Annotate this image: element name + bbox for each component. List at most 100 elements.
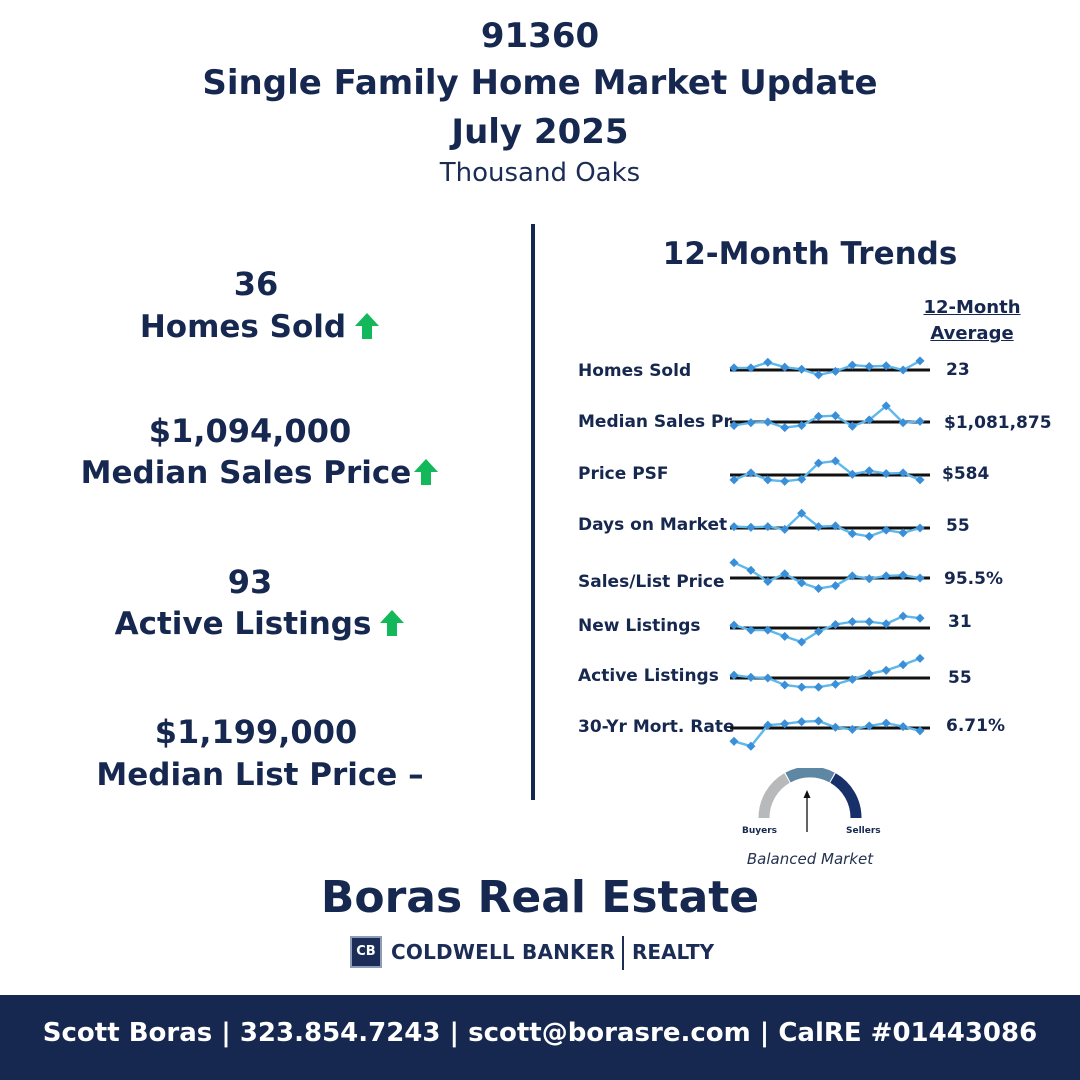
sparkline-point (847, 529, 857, 539)
sparkline-point (830, 679, 840, 689)
sparkline-point (864, 531, 874, 541)
sparkline-point (915, 573, 925, 583)
sparkline-point (915, 653, 925, 663)
sparkline-line (733, 657, 921, 689)
sparkline-point (864, 574, 874, 584)
sparkline-point (898, 722, 908, 732)
trend-label-active-listings: Active Listings (578, 666, 719, 686)
trend-avg-new-listings: 31 (948, 612, 972, 632)
sparkline-point (780, 423, 790, 433)
footer-bar (0, 995, 1080, 1080)
trends-title: 12-Month Trends (662, 236, 958, 272)
sparkline-point (763, 357, 773, 367)
sparkline-point (847, 724, 857, 734)
column-divider (531, 224, 535, 800)
sparkline-point (746, 468, 756, 478)
sparkline-line (733, 561, 921, 590)
sparkline-point (729, 558, 739, 568)
active-listings-label-row: Active Listings (0, 606, 520, 642)
sparkline-line (733, 459, 921, 483)
sparkline-point (780, 362, 790, 372)
sparkline-point (746, 522, 756, 532)
sparkline-point (797, 682, 807, 692)
sparkline-line (733, 404, 921, 429)
sparkline-point (797, 364, 807, 374)
median-sales-price-label: Median Sales Price (80, 455, 412, 491)
coldwell-banker-wordmark: COLDWELL BANKER (391, 940, 616, 964)
sparkline-point (898, 468, 908, 478)
gauge-buyers-label: Buyers (742, 826, 778, 836)
sparkline-point (763, 522, 773, 532)
sparkline-point (898, 660, 908, 670)
sparkline-point (898, 611, 908, 621)
trend-avg-mortgage-rate: 6.71% (946, 716, 1005, 736)
median-list-price-label: Median List Price (96, 757, 398, 793)
sparkline-point (797, 578, 807, 588)
up-arrow-icon (414, 459, 439, 485)
sparkline-point (814, 716, 824, 726)
sparkline-point (847, 360, 857, 370)
gauge-needle-tip (803, 790, 811, 798)
gauge-sellers-arc (830, 773, 862, 819)
median-sales-price-label-row: Median Sales Price (0, 455, 520, 491)
sparkline-point (746, 565, 756, 575)
sparkline-point (881, 718, 891, 728)
logo-separator (622, 936, 624, 970)
homes-sold-label-row: Homes Sold (0, 309, 520, 345)
trend-label-days-on-market: Days on Market (578, 515, 728, 535)
sparkline-line (733, 511, 921, 538)
sparkline-point (780, 569, 790, 579)
trend-avg-sales-list-price: 95.5% (944, 569, 1003, 589)
sparkline-point (881, 469, 891, 479)
gauge-balanced-arc (785, 768, 835, 783)
trend-avg-median-sales-price: $1,081,875 (944, 413, 1052, 433)
up-arrow-icon (380, 610, 405, 636)
sparkline-point (746, 672, 756, 682)
sparkline-point (898, 528, 908, 538)
sparkline-point (780, 631, 790, 641)
trend-avg-price-psf: $584 (942, 464, 990, 484)
average-column-header: 12-Month Average (922, 295, 1022, 347)
trend-label-homes-sold: Homes Sold (578, 361, 692, 381)
brand-name: Boras Real Estate (320, 872, 760, 923)
sparkline-point (814, 411, 824, 421)
sparkline-point (780, 680, 790, 690)
sparkline-point (915, 523, 925, 533)
homes-sold-value: 36 (233, 265, 279, 303)
market-gauge (758, 768, 862, 832)
sparkline-point (915, 416, 925, 426)
sparkline-point (881, 665, 891, 675)
median-list-price-value: $1,199,000 (154, 713, 358, 751)
report-month: July 2025 (451, 112, 629, 152)
sparkline-line (733, 719, 921, 748)
trend-label-mortgage-rate: 30-Yr Mort. Rate (578, 717, 735, 737)
coldwell-banker-logo-icon: CB (350, 936, 382, 968)
sparkline-point (746, 363, 756, 373)
sparkline-point (814, 583, 824, 594)
sparkline-point (780, 524, 790, 534)
sparkline-point (763, 475, 773, 485)
sparkline-point (746, 625, 756, 635)
sparkline-point (763, 673, 773, 683)
zip-code-title: 91360 (480, 16, 600, 56)
sparkline-point (763, 417, 773, 427)
sparkline-point (847, 674, 857, 684)
sparkline-point (864, 617, 874, 627)
sparkline-point (915, 356, 925, 366)
trend-label-new-listings: New Listings (578, 616, 701, 636)
up-arrow-icon (355, 313, 380, 339)
active-listings-label: Active Listings (114, 606, 372, 642)
sparkline-point (746, 418, 756, 428)
sparkline-chart (729, 356, 930, 751)
sparkline-point (797, 717, 807, 727)
sparkline-point (729, 522, 739, 532)
sparkline-point (830, 366, 840, 376)
trend-avg-homes-sold: 23 (946, 360, 970, 380)
trend-label-sales-list-price: Sales/List Price (578, 572, 725, 592)
sparkline-point (898, 365, 908, 375)
sparkline-point (864, 415, 874, 425)
median-list-price-label-row: Median List Price – (0, 757, 520, 793)
sparkline-point (780, 476, 790, 486)
sparkline-line (734, 359, 921, 377)
trend-avg-active-listings: 55 (948, 668, 972, 688)
